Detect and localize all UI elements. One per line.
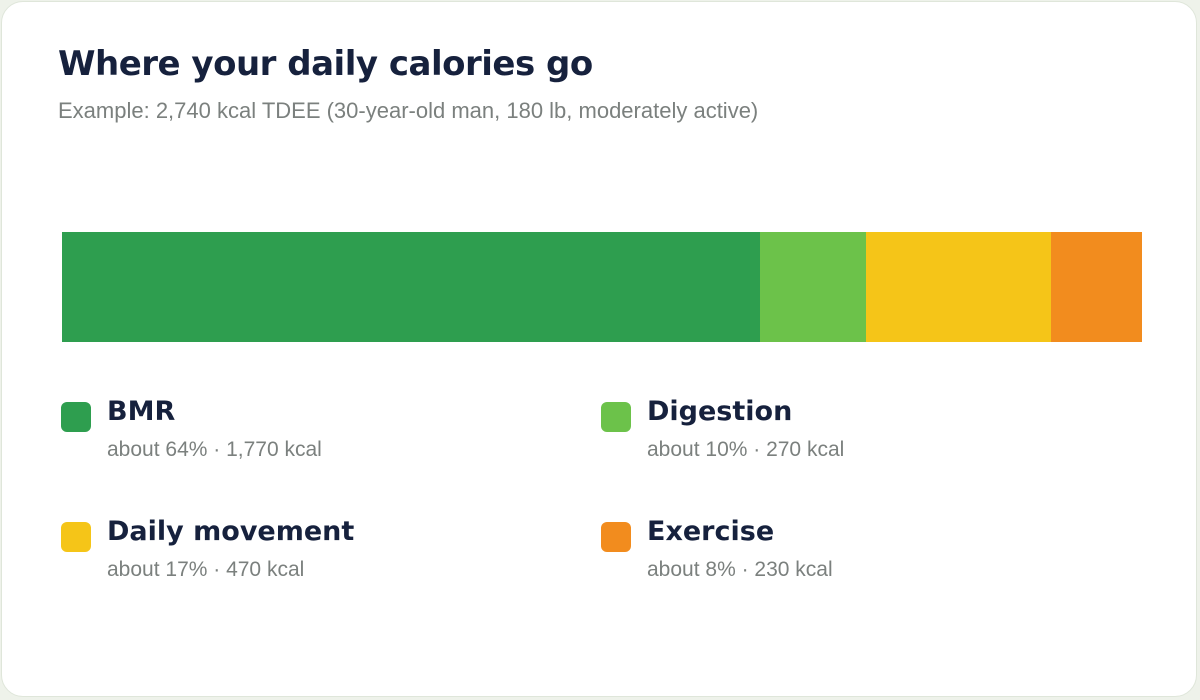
legend-detail-bmr: about 64% · 1,770 kcal [107,438,322,461]
legend-swatch-bmr [61,402,91,432]
bar-segment-daily-movement [866,232,1052,342]
legend-label-exercise: Exercise [647,516,775,547]
legend-detail-daily-movement: about 17% · 470 kcal [107,558,305,581]
legend-label-digestion: Digestion [647,396,793,427]
legend-label-bmr: BMR [107,396,176,427]
bar-segment-bmr [62,232,760,342]
legend-item-exercise: Exercise about 8% · 230 kcal [601,516,1081,602]
legend-detail-exercise: about 8% · 230 kcal [647,558,833,581]
legend-swatch-digestion [601,402,631,432]
legend-swatch-exercise [601,522,631,552]
legend-item-bmr: BMR about 64% · 1,770 kcal [61,396,541,482]
legend-detail-digestion: about 10% · 270 kcal [647,438,845,461]
chart-subtitle: Example: 2,740 kcal TDEE (30-year-old ma… [58,98,759,123]
legend-item-daily-movement: Daily movement about 17% · 470 kcal [61,516,541,602]
stacked-bar [62,232,1142,342]
chart-title: Where your daily calories go [58,44,593,84]
bar-segment-exercise [1051,232,1142,342]
legend-label-daily-movement: Daily movement [107,516,355,547]
legend-swatch-daily-movement [61,522,91,552]
legend-item-digestion: Digestion about 10% · 270 kcal [601,396,1081,482]
bar-segment-digestion [759,232,867,342]
